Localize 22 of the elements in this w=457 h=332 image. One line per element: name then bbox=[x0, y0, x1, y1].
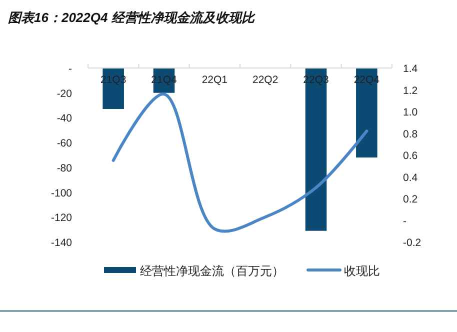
y2-tick-label: 0.6 bbox=[403, 150, 418, 162]
legend-label: 收现比 bbox=[344, 264, 380, 278]
y-tick-label: -20 bbox=[56, 88, 72, 100]
y-tick-label: -140 bbox=[50, 237, 72, 249]
y-tick-label: - bbox=[68, 63, 72, 75]
y-tick-label: -120 bbox=[50, 212, 72, 224]
y2-tick-label: 0.4 bbox=[403, 172, 418, 184]
y2-tick-label: 0.2 bbox=[403, 194, 418, 206]
y2-tick-label: -0.2 bbox=[403, 237, 422, 249]
y2-tick-label: - bbox=[403, 215, 407, 228]
y2-tick-label: 0.8 bbox=[403, 128, 418, 140]
y-tick-label: -60 bbox=[56, 138, 72, 150]
y-tick-label: -100 bbox=[50, 187, 72, 200]
x-tick-label: 22Q1 bbox=[202, 74, 228, 86]
y-tick-label: -80 bbox=[56, 162, 72, 174]
y2-tick-label: 1.4 bbox=[403, 63, 418, 75]
chart-title: 图表16：2022Q4 经营性净现金流及收现比 bbox=[8, 10, 256, 25]
legend-label: 经营性净现金流（百万元） bbox=[140, 264, 284, 278]
y2-tick-label: 1.0 bbox=[403, 106, 418, 118]
x-tick-label: 22Q2 bbox=[252, 74, 278, 86]
y2-tick-label: 1.2 bbox=[403, 84, 418, 97]
y-tick-label: -40 bbox=[56, 112, 72, 125]
